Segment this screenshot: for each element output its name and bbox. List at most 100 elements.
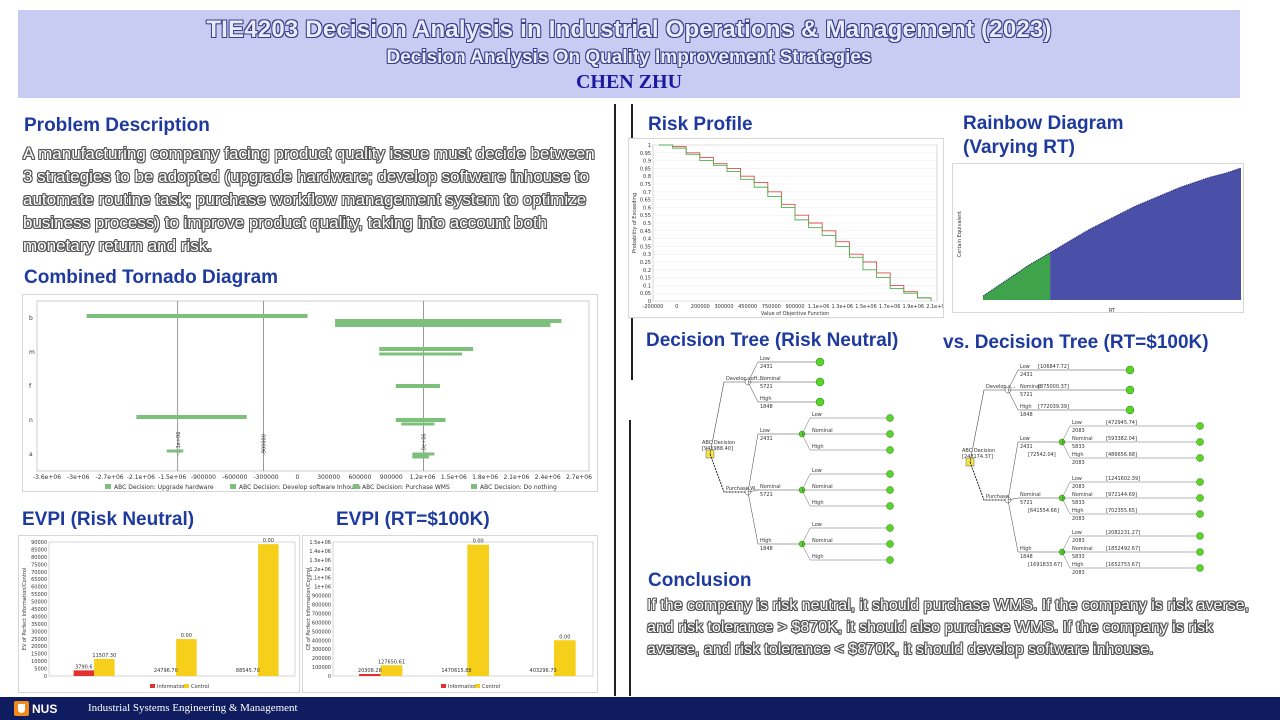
tree-rt-leaf-label: Low	[1072, 476, 1082, 482]
tree-rt-leaf-label: Nominal	[1072, 546, 1093, 552]
tornado-bar	[166, 449, 184, 453]
tree-rn-leaf-node	[815, 397, 825, 407]
evpi-rn-y-tick: 45000	[31, 607, 47, 613]
tree-rt-outcome-label: High	[1020, 404, 1032, 410]
tree-rn-outcome-line	[747, 381, 820, 403]
tornado-bar	[379, 352, 463, 356]
tree-rn-root-label: ABC Decision	[702, 440, 735, 446]
evpi-rn-y-tick: 90000	[31, 540, 47, 546]
risk-series-line	[659, 144, 932, 301]
tree-rt-leaf-value: [472945.74]	[1106, 420, 1137, 426]
evpi-rt-y-tick: 1.5e+06	[309, 540, 331, 546]
tree-rt-leaf-node	[1125, 385, 1135, 395]
tree-rn-outcome-line	[747, 489, 802, 493]
tree-rt-outcome-prob: 1848	[1020, 412, 1033, 418]
tree-rn-outcome-label: Nominal	[760, 376, 781, 382]
nus-logo-text: NUS	[32, 701, 58, 716]
risk-y-tick: 0.25	[640, 260, 651, 266]
evpi-rn-legend-entry: Information	[157, 684, 186, 690]
evpi-rn-control-bar	[258, 544, 279, 676]
tree-rn-title: Decision Tree (Risk Neutral)	[646, 330, 899, 351]
evpi-rn-info-value: 3790.6	[75, 664, 93, 670]
tornado-bar	[412, 452, 435, 456]
evpi-rn-legend-entry: Control	[191, 684, 209, 690]
evpi-rt-legend-entry: Control	[482, 684, 500, 690]
tornado-category-label: f	[29, 383, 32, 390]
evpi-rt-svg: 1.5e+06 1.4e+06 1.3e+06 1.2e+06 1.1e+06 1e+06…	[306, 539, 594, 690]
tree-rt-branch-line	[969, 389, 1008, 463]
tree-rt-root-label: ABC Decision	[962, 448, 995, 454]
tree-rt-leaf-label: High	[1072, 508, 1084, 514]
tree-rt-outcome-prob: 2431	[1020, 372, 1033, 378]
evpi-rn-info-value: 88545.70	[236, 668, 260, 674]
risk-y-tick: 0.7	[643, 190, 651, 196]
tree-rn-outcome-label: Nominal	[760, 484, 781, 490]
evpi-rt-y-tick: 0	[328, 674, 331, 680]
risk-x-tick: 450000	[738, 304, 757, 310]
tornado-x-tick: -600000	[222, 474, 247, 481]
evpi-rn-y-tick: 35000	[31, 622, 47, 628]
risk-y-tick: 0.2	[643, 268, 651, 274]
tornado-ref-label: -900000	[261, 434, 267, 455]
evpi-rt-y-tick: 1.2e+06	[309, 567, 331, 573]
tornado-legend-entry: ABC Decision: Develop software Inhouse	[239, 484, 361, 491]
tornado-x-tick: -1.5e+06	[158, 474, 186, 481]
tree-rt-outcome-line	[1007, 389, 1130, 411]
risk-y-tick: 0.3	[643, 252, 651, 258]
tornado-legend-swatch	[105, 484, 111, 489]
tree-rt-leaf-label: Low	[1072, 530, 1082, 536]
tornado-legend-swatch	[471, 484, 477, 489]
evpi-rn-legend-swatch	[184, 684, 189, 688]
tree-rt-leaf-node	[1196, 532, 1204, 540]
footer-bar: NUS Industrial Systems Engineering & Man…	[0, 697, 1280, 720]
tree-rn-leaf-label: High	[812, 500, 824, 506]
risk-y-tick: 0.45	[640, 229, 651, 235]
evpi-rn-y-tick: 75000	[31, 562, 47, 568]
tree-rt-outcome-label: Nominal	[1020, 492, 1041, 498]
risk-y-tick: 0	[648, 299, 651, 305]
tree-rn-leaf-label: High	[812, 444, 824, 450]
tree-rt-leaf-node	[1196, 510, 1204, 518]
tree-rt-leaf-label: Nominal	[1072, 492, 1093, 498]
tornado-bar	[136, 415, 247, 419]
tornado-bar	[412, 455, 429, 459]
tornado-x-tick: -300000	[254, 474, 279, 481]
risk-y-tick: 0.95	[640, 151, 651, 157]
evpi-rn-y-tick: 20000	[31, 644, 47, 650]
tree-rt-leaf-line	[1061, 425, 1200, 443]
tree-rn-outcome-label: High	[760, 538, 772, 544]
footer-department: Industrial Systems Engineering & Managem…	[88, 702, 298, 714]
evpi-rn-control-value: 0.00	[263, 538, 274, 544]
tree-rt-outcome-prob: 5721	[1020, 500, 1033, 506]
tree-rn-leaf-label: Low	[812, 412, 822, 418]
tornado-chart: b m f n a -3.6e+06 -3e+06 -2.7e+06 -2.1e+06 -1.5e…	[22, 294, 598, 492]
tree-rt-outcome-value: [106847.72]	[1038, 364, 1069, 370]
risk-profile-title: Risk Profile	[648, 114, 753, 135]
tree-rt-sub-value: [72542.04]	[1028, 452, 1056, 458]
tree-rn-leaf-label: Nominal	[812, 538, 833, 544]
tree-rt-outcome-label: Low	[1020, 436, 1030, 442]
tree-rn-leaf-label: Nominal	[812, 428, 833, 434]
tree-rt-leaf-prob: 2083	[1072, 538, 1085, 544]
evpi-rt-y-tick: 600000	[312, 620, 331, 626]
tornado-ref-label: -2.1e+06	[176, 432, 182, 455]
evpi-rn-title: EVPI (Risk Neutral)	[22, 509, 195, 530]
tree-rn-leaf-node	[886, 470, 894, 478]
evpi-rt-control-bar	[380, 665, 403, 676]
evpi-rt-control-bar	[554, 640, 576, 676]
tornado-category-label: m	[29, 349, 35, 356]
tree-rn-leaf-node	[886, 556, 894, 564]
evpi-rn-y-tick: 30000	[31, 629, 47, 635]
tree-rn-outcome-line	[747, 491, 802, 545]
tree-rt-leaf-line	[1061, 481, 1200, 499]
rainbow-svg: RT Certain Equivalent	[957, 167, 1242, 312]
tornado-legend-entry: ABC Decision: Purchase WMS	[362, 484, 450, 491]
tornado-legend-entry: ABC Decision: Do nothing	[480, 484, 557, 491]
rainbow-y-label: Certain Equivalent	[957, 211, 963, 257]
tornado-bar	[395, 384, 440, 388]
evpi-rn-y-tick: 5000	[34, 667, 47, 673]
tornado-x-tick: 2.7e+06	[566, 474, 592, 481]
tree-rn-leaf-node	[886, 540, 894, 548]
evpi-rn-control-value: 11507.30	[92, 653, 116, 659]
